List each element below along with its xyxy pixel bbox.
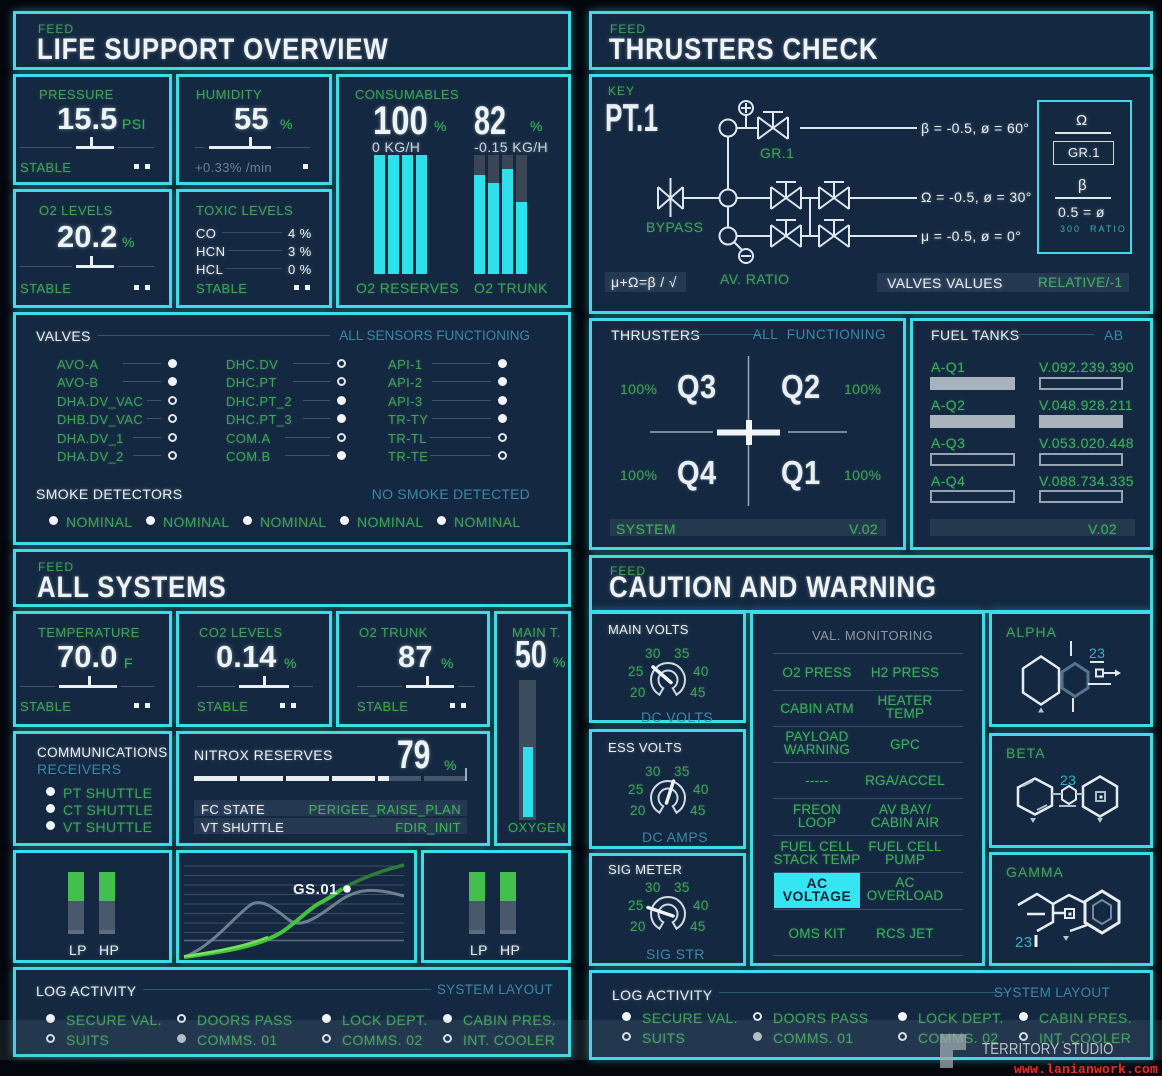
svg-text:23: 23 <box>1089 645 1105 661</box>
svg-text:23: 23 <box>1060 772 1076 788</box>
svg-text:GS.01: GS.01 <box>293 881 338 898</box>
svg-text:23: 23 <box>1015 934 1033 951</box>
